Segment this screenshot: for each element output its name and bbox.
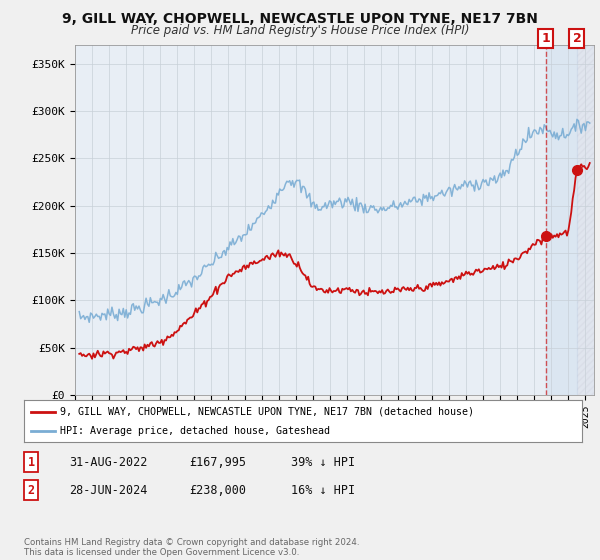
Text: 1: 1 <box>541 32 550 45</box>
Text: £238,000: £238,000 <box>189 483 246 497</box>
Text: 16% ↓ HPI: 16% ↓ HPI <box>291 483 355 497</box>
Text: 39% ↓ HPI: 39% ↓ HPI <box>291 455 355 469</box>
Text: 31-AUG-2022: 31-AUG-2022 <box>69 455 148 469</box>
Text: 1: 1 <box>28 455 35 469</box>
Bar <box>546 45 577 395</box>
Text: HPI: Average price, detached house, Gateshead: HPI: Average price, detached house, Gate… <box>60 426 330 436</box>
Text: 2: 2 <box>572 32 581 45</box>
Text: 9, GILL WAY, CHOPWELL, NEWCASTLE UPON TYNE, NE17 7BN (detached house): 9, GILL WAY, CHOPWELL, NEWCASTLE UPON TY… <box>60 407 474 417</box>
Text: 9, GILL WAY, CHOPWELL, NEWCASTLE UPON TYNE, NE17 7BN: 9, GILL WAY, CHOPWELL, NEWCASTLE UPON TY… <box>62 12 538 26</box>
Bar <box>577 45 600 395</box>
Text: Price paid vs. HM Land Registry's House Price Index (HPI): Price paid vs. HM Land Registry's House … <box>131 24 469 36</box>
Text: Contains HM Land Registry data © Crown copyright and database right 2024.
This d: Contains HM Land Registry data © Crown c… <box>24 538 359 557</box>
Text: 2: 2 <box>28 483 35 497</box>
Text: 28-JUN-2024: 28-JUN-2024 <box>69 483 148 497</box>
Text: £167,995: £167,995 <box>189 455 246 469</box>
